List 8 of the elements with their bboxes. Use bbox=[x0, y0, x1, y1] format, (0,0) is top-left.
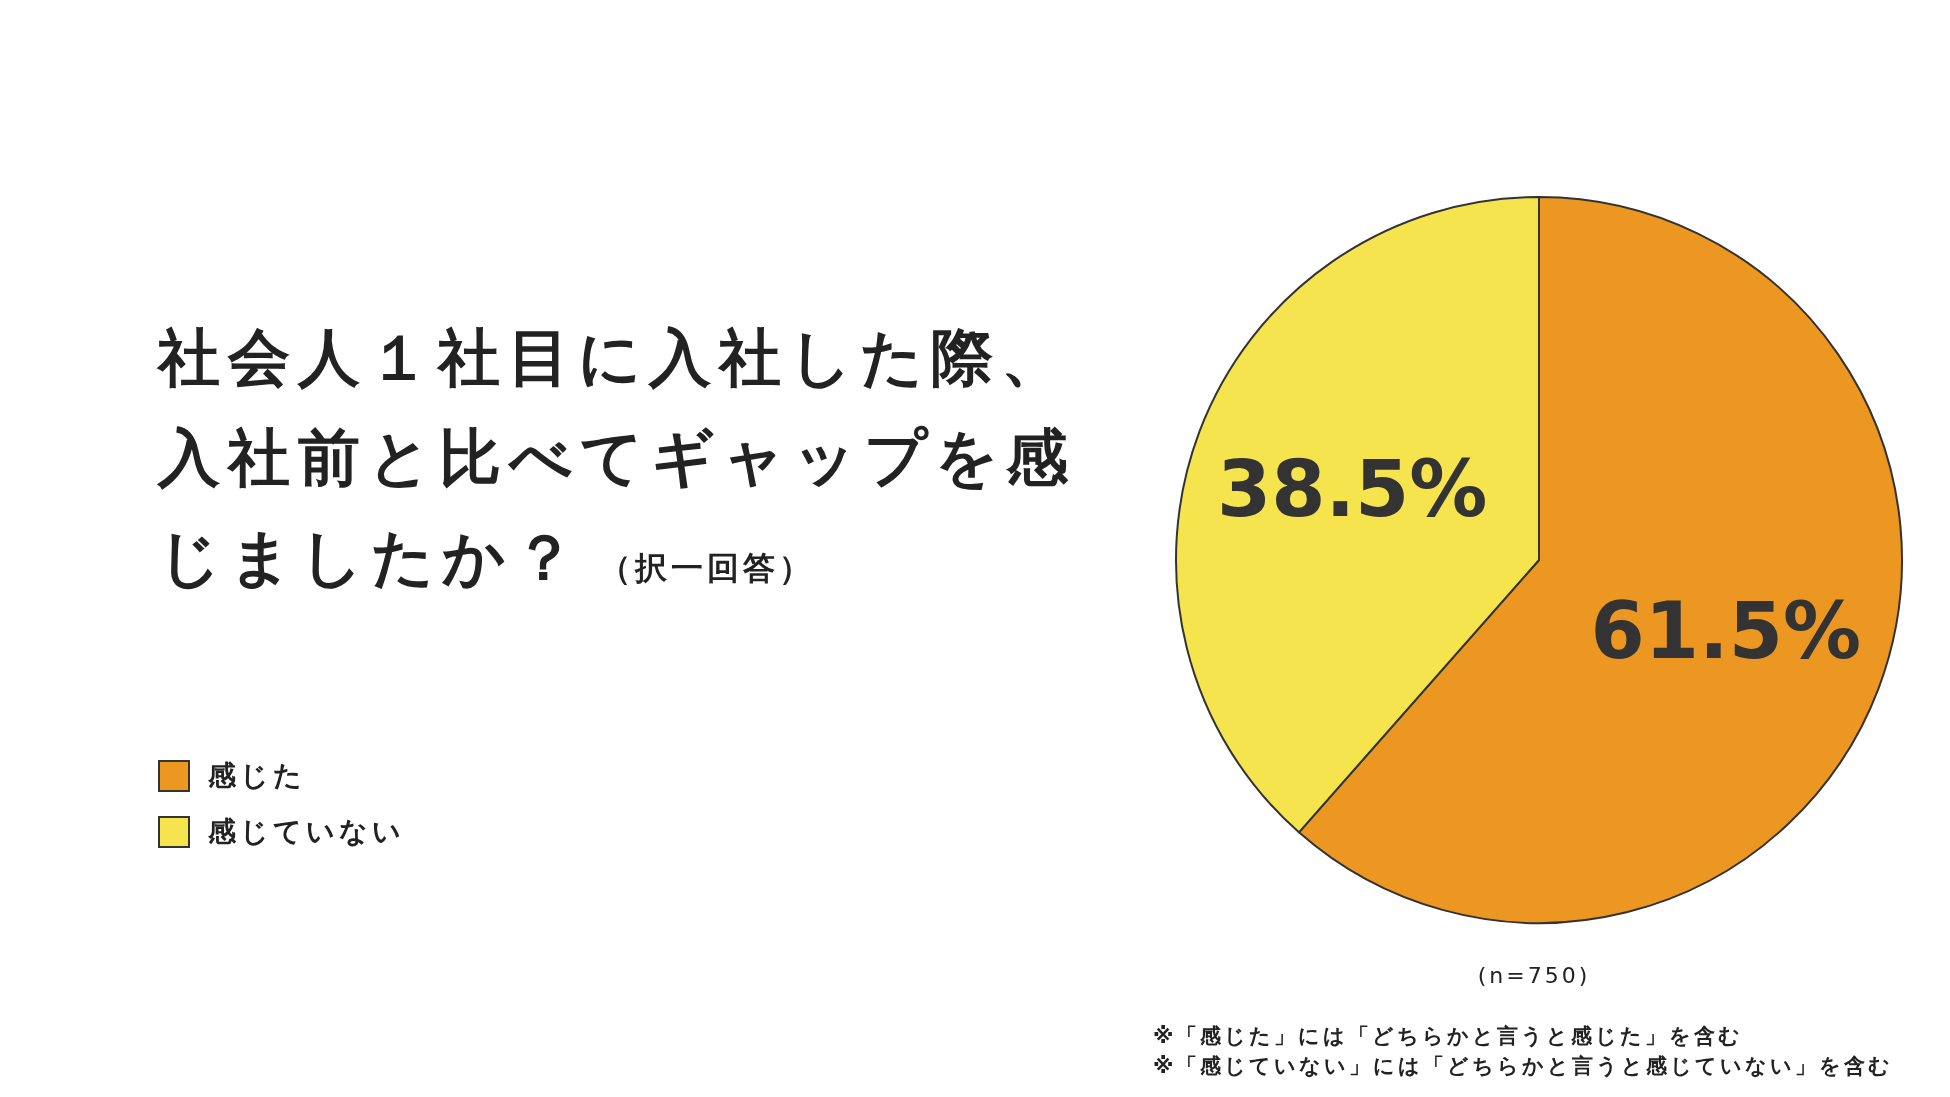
data-label: 61.5% bbox=[1590, 585, 1862, 676]
legend-label: 感じていない bbox=[207, 814, 405, 850]
text: ※「感じていない」には「どちらかと言うと感じていない」を含む bbox=[1153, 1053, 1894, 1080]
text: (n=750) bbox=[1476, 963, 1592, 988]
data-label: 38.5% bbox=[1216, 444, 1488, 535]
text: （択一回答） bbox=[599, 549, 815, 587]
legend-label: 感じた bbox=[207, 758, 307, 794]
text: ※「感じた」には「どちらかと言うと感じた」を含む bbox=[1153, 1023, 1745, 1050]
